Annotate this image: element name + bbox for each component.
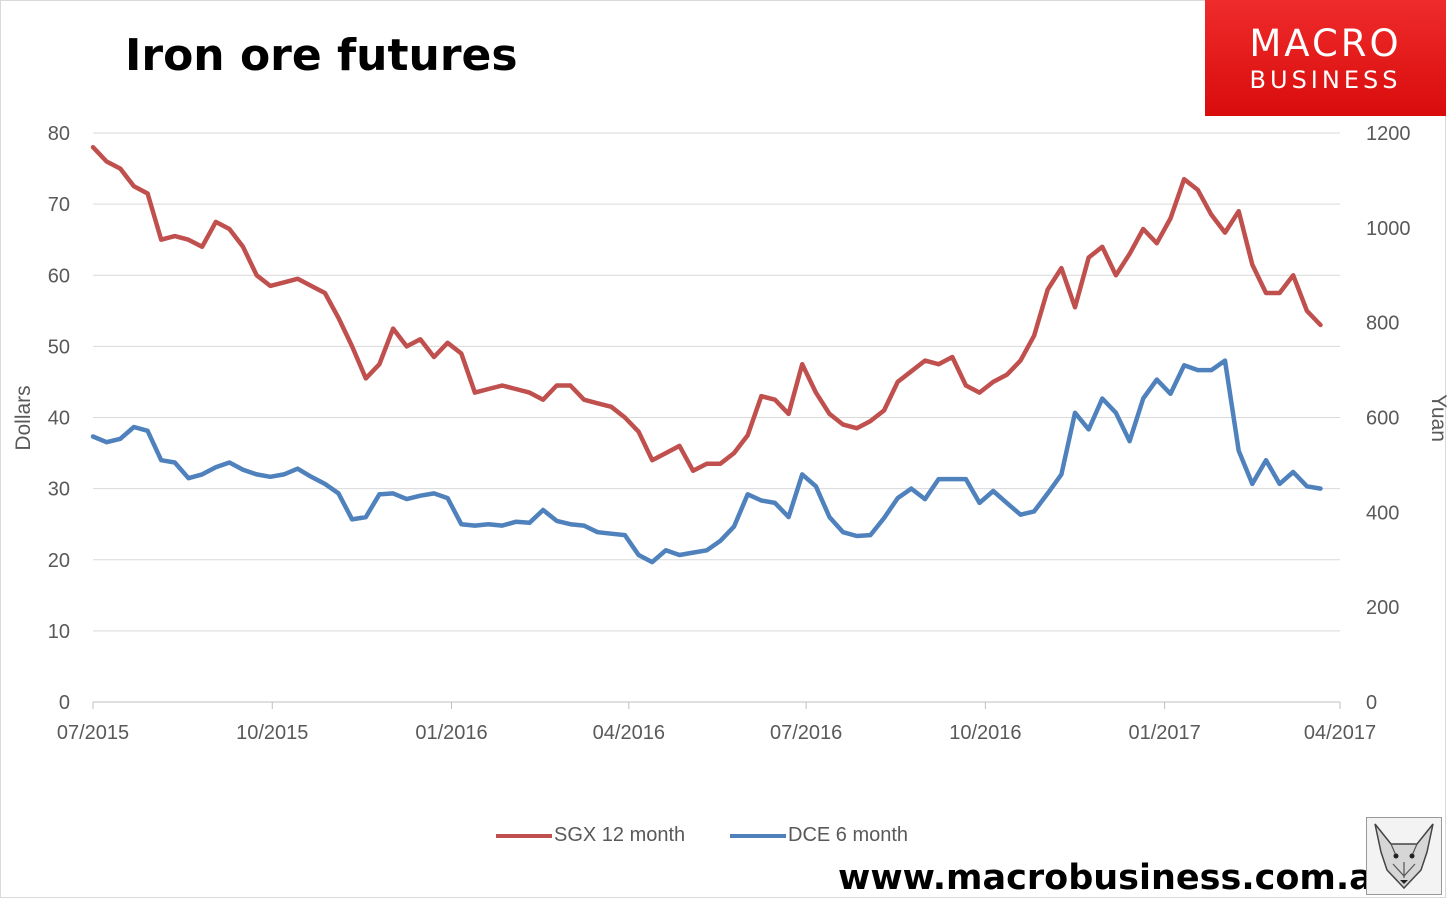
- y-left-tick-label: 60: [48, 265, 70, 287]
- y-right-tick-label: 200: [1366, 597, 1399, 619]
- x-tick-label: 01/2016: [415, 722, 487, 744]
- series-line-dce-6-month: [90, 358, 1323, 565]
- x-tick-label: 04/2016: [593, 722, 665, 744]
- legend-swatch-sgx: [496, 833, 552, 838]
- y-right-tick-label: 1000: [1366, 218, 1411, 240]
- y-left-tick-label: 80: [48, 123, 70, 145]
- logo-line-business: BUSINESS: [1249, 66, 1402, 94]
- y-left-tick-label: 40: [48, 408, 70, 430]
- axis-layer: 0102030405060708002004006008001000120007…: [48, 123, 1411, 744]
- legend-label-dce: DCE 6 month: [788, 824, 909, 846]
- legend-item-sgx: SGX 12 month: [496, 824, 685, 847]
- y-right-axis-title: Yuan: [1427, 394, 1448, 442]
- x-tick-label: 04/2017: [1304, 722, 1376, 744]
- series-line-sgx-12-month: [90, 144, 1323, 474]
- y-left-axis-title: Dollars: [12, 385, 35, 450]
- legend-label-sgx: SGX 12 month: [554, 824, 686, 846]
- y-right-tick-label: 1200: [1366, 123, 1411, 145]
- grid-lines: [93, 132, 1340, 632]
- series-layer: [90, 144, 1323, 565]
- x-tick-label: 01/2017: [1128, 722, 1200, 744]
- y-right-tick-label: 400: [1366, 502, 1399, 524]
- x-tick-label: 10/2016: [949, 722, 1021, 744]
- macro-business-logo: MACRO BUSINESS: [1205, 0, 1446, 116]
- y-left-tick-label: 50: [48, 336, 70, 358]
- y-right-tick-label: 800: [1366, 313, 1399, 335]
- logo-line-macro: MACRO: [1249, 22, 1402, 65]
- legend-swatch-dce: [730, 833, 786, 838]
- y-left-tick-label: 0: [59, 692, 70, 714]
- y-left-tick-label: 20: [48, 550, 70, 572]
- y-right-tick-label: 600: [1366, 408, 1399, 430]
- y-right-tick-label: 0: [1366, 692, 1377, 714]
- website-url: www.macrobusiness.com.au: [838, 858, 1398, 898]
- y-left-tick-label: 70: [48, 194, 70, 216]
- fox-sketch-icon: [1366, 817, 1442, 895]
- x-tick-label: 07/2015: [57, 722, 129, 744]
- x-tick-label: 10/2015: [236, 722, 308, 744]
- chart-title: Iron ore futures: [125, 30, 518, 81]
- y-left-tick-label: 30: [48, 479, 70, 501]
- legend-item-dce: DCE 6 month: [730, 824, 908, 847]
- y-left-tick-label: 10: [48, 621, 70, 643]
- x-tick-label: 07/2016: [770, 722, 842, 744]
